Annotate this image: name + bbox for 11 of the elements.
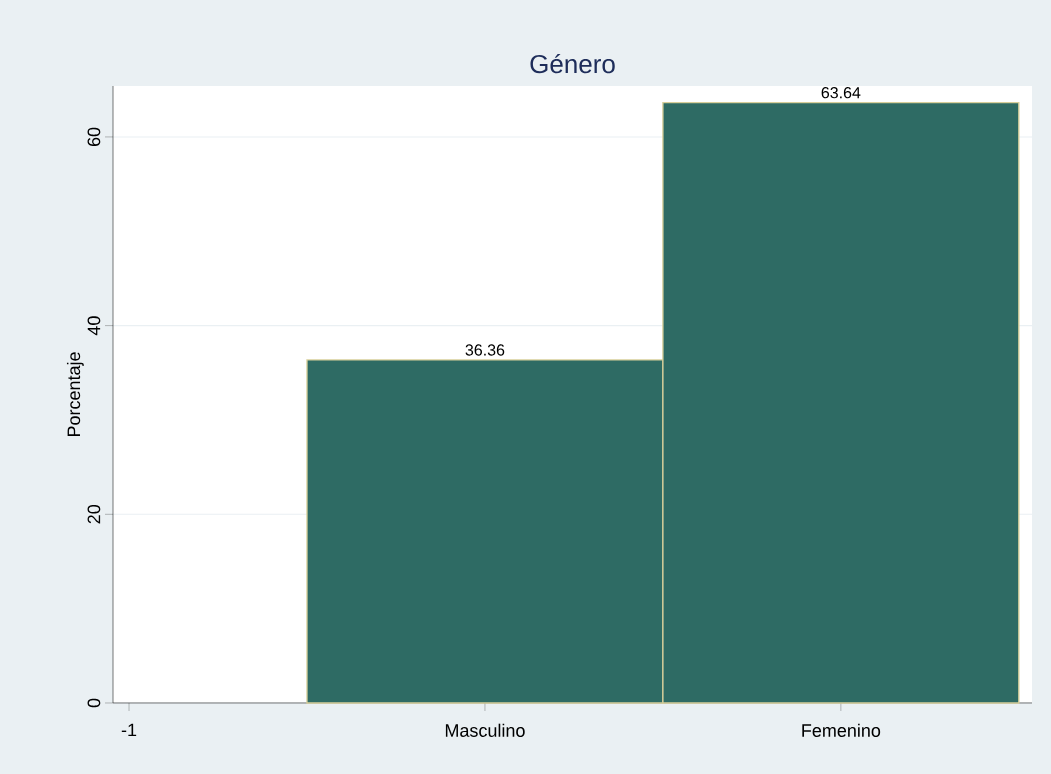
x-tick-label: Masculino xyxy=(445,723,525,737)
chart-title: Género xyxy=(530,53,615,74)
y-tick-label: 0 xyxy=(87,698,101,708)
x-tick-label: Femenino xyxy=(802,723,881,737)
y-tick-label: 40 xyxy=(87,316,101,336)
x-tick-label: -1 xyxy=(121,723,137,737)
data-label: 36.36 xyxy=(465,344,505,356)
y-tick-label: 20 xyxy=(87,505,101,524)
data-label: 63.64 xyxy=(821,87,861,99)
y-axis-title: Porcentaje xyxy=(66,352,84,437)
y-tick-label: 60 xyxy=(87,127,101,147)
